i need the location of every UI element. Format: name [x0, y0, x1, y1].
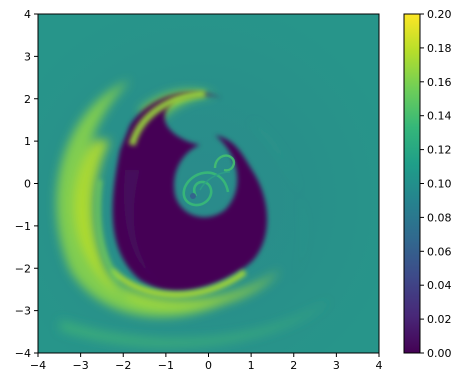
x-tick-label: 4 — [376, 359, 383, 372]
heatmap-spiral-core — [112, 92, 267, 291]
x-tick-label: −1 — [158, 359, 174, 372]
y-tick-label: −2 — [15, 262, 31, 275]
x-axis: −4 −3 −2 −1 0 1 2 3 4 — [30, 353, 383, 372]
y-tick-label: 3 — [24, 50, 31, 63]
colorbar-tick-label: 0.10 — [427, 178, 452, 191]
y-tick-label: −3 — [15, 305, 31, 318]
colorbar-tick-label: 0.12 — [427, 144, 452, 157]
colorbar-axis: 0.00 0.02 0.04 0.06 0.08 0.10 0.12 0.14 0.16 0.18… — [420, 8, 452, 360]
y-tick-label: 4 — [24, 8, 31, 21]
y-tick-label: 2 — [24, 93, 31, 106]
x-tick-label: −3 — [73, 359, 89, 372]
heatmap-inner-vortex — [182, 154, 236, 207]
y-tick-label: −4 — [15, 347, 31, 360]
y-tick-label: −1 — [15, 220, 31, 233]
y-tick-label: 0 — [24, 178, 31, 191]
colorbar-tick-label: 0.16 — [427, 76, 452, 89]
colorbar-tick-label: 0.18 — [427, 42, 452, 55]
colorbar-tick-label: 0.14 — [427, 110, 452, 123]
colorbar-tick-label: 0.20 — [427, 8, 452, 21]
y-tick-label: 1 — [24, 135, 31, 148]
x-tick-label: 0 — [205, 359, 212, 372]
colorbar — [403, 13, 421, 354]
y-axis: −4 −3 −2 −1 0 1 2 3 4 — [15, 8, 38, 360]
heatmap-spiral-rim — [95, 90, 247, 298]
x-tick-label: −4 — [30, 359, 46, 372]
colorbar-tick-label: 0.08 — [427, 211, 452, 224]
colorbar-tick-label: 0.02 — [427, 313, 452, 326]
colorbar-tick-label: 0.04 — [427, 279, 452, 292]
x-tick-label: 3 — [333, 359, 340, 372]
colorbar-tick-label: 0.06 — [427, 245, 452, 258]
x-tick-label: 2 — [290, 359, 297, 372]
colorbar-tick-label: 0.00 — [427, 347, 452, 360]
x-tick-label: −2 — [115, 359, 131, 372]
x-tick-label: 1 — [248, 359, 255, 372]
heatmap-plot — [38, 14, 379, 353]
